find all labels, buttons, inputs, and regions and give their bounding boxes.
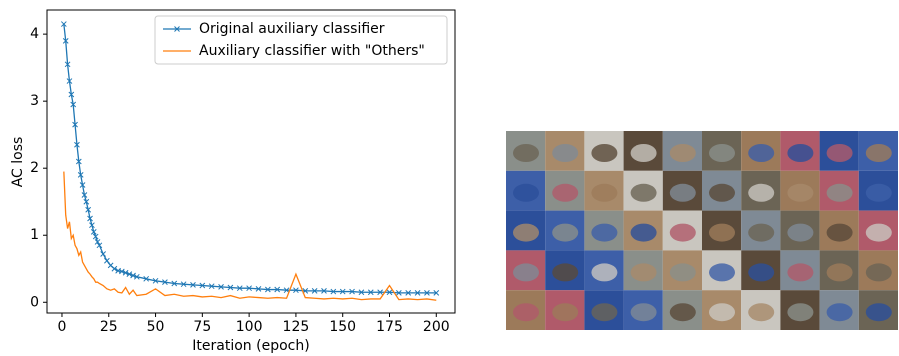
legend-label: Original auxiliary classifier <box>199 21 385 37</box>
thumbnail-object <box>866 144 892 162</box>
page: AC loss Iteration (epoch) 0 25 50 75 100 125 1… <box>0 0 899 356</box>
thumbnail-object <box>827 303 853 321</box>
thumbnail-object <box>670 303 696 321</box>
thumbnail-object <box>631 263 657 281</box>
thumbnail-object <box>513 303 539 321</box>
thumbnail-object <box>670 184 696 202</box>
thumbnail-object <box>748 144 774 162</box>
thumbnail-object <box>552 263 578 281</box>
thumbnail-object <box>591 184 617 202</box>
thumbnail-object <box>709 263 735 281</box>
image-grid <box>506 131 898 330</box>
thumbnail-object <box>631 144 657 162</box>
thumbnail-object <box>787 224 813 242</box>
thumbnail-object <box>552 303 578 321</box>
y-tick-label: 4 <box>30 26 39 42</box>
thumbnail-object <box>631 184 657 202</box>
thumbnail-object <box>787 144 813 162</box>
x-tick-label: 25 <box>100 319 118 335</box>
thumbnail-object <box>709 144 735 162</box>
y-tick-label: 3 <box>30 93 39 109</box>
thumbnail-object <box>748 303 774 321</box>
x-tick-label: 50 <box>147 319 165 335</box>
thumbnail-object <box>709 224 735 242</box>
x-tick-label: 200 <box>423 319 450 335</box>
marker <box>104 258 109 263</box>
marker <box>101 252 106 257</box>
thumbnail-object <box>827 224 853 242</box>
x-tick-label: 75 <box>193 319 211 335</box>
y-tick-label: 1 <box>30 227 39 243</box>
x-tick-label: 175 <box>376 319 403 335</box>
thumbnail-object <box>866 184 892 202</box>
thumbnail-object <box>513 224 539 242</box>
thumbnail-object <box>748 263 774 281</box>
thumbnail-object <box>591 263 617 281</box>
y-tick-label: 2 <box>30 160 39 176</box>
x-tick-label: 150 <box>329 319 356 335</box>
thumbnail-object <box>552 224 578 242</box>
thumbnail-object <box>591 303 617 321</box>
thumbnail-object <box>670 263 696 281</box>
thumbnail-object <box>552 144 578 162</box>
line <box>64 172 436 301</box>
thumbnail-object <box>631 303 657 321</box>
thumbnail-object <box>866 224 892 242</box>
thumbnail-object <box>552 184 578 202</box>
thumbnail-object <box>787 184 813 202</box>
thumbnail-object <box>631 224 657 242</box>
x-tick-label: 0 <box>58 319 67 335</box>
thumbnail-object <box>787 303 813 321</box>
x-axis-label: Iteration (epoch) <box>192 338 309 354</box>
legend-label: Auxiliary classifier with "Others" <box>199 43 425 59</box>
thumbnail-object <box>748 224 774 242</box>
thumbnail-object <box>670 224 696 242</box>
thumbnail-object <box>513 144 539 162</box>
thumbnail-object <box>591 144 617 162</box>
thumbnail-object <box>513 184 539 202</box>
y-axis-label: AC loss <box>10 137 26 188</box>
thumbnail-object <box>827 263 853 281</box>
thumbnail-object <box>709 184 735 202</box>
thumbnail-object <box>827 144 853 162</box>
x-tick-label: 100 <box>236 319 263 335</box>
thumbnail-object <box>787 263 813 281</box>
thumbnail-object <box>866 303 892 321</box>
y-tick-label: 0 <box>30 294 39 310</box>
thumbnail-object <box>748 184 774 202</box>
thumbnail-object <box>670 144 696 162</box>
thumbnail-object <box>866 263 892 281</box>
thumbnail-object <box>591 224 617 242</box>
thumbnail-object <box>827 184 853 202</box>
thumbnail-object <box>513 263 539 281</box>
figure: AC loss Iteration (epoch) 0 25 50 75 100 125 1… <box>0 0 899 356</box>
x-tick-label: 125 <box>283 319 310 335</box>
thumbnail-object <box>709 303 735 321</box>
